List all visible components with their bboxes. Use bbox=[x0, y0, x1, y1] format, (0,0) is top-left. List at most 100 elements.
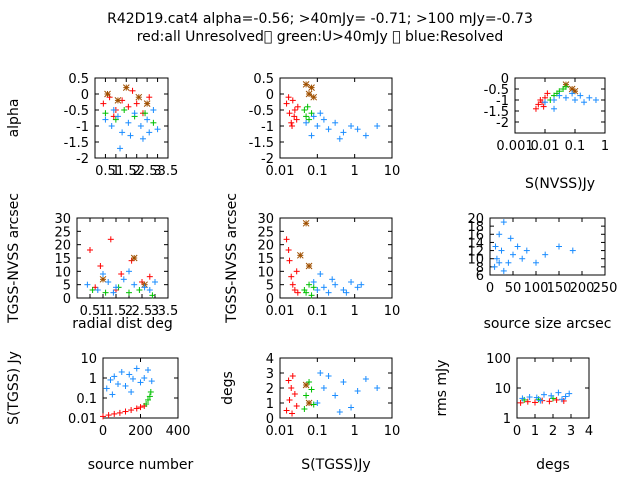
blue-point bbox=[555, 389, 562, 396]
y-axis-label: degs bbox=[220, 371, 236, 405]
blue-point bbox=[310, 279, 317, 285]
y-tick-label: -1 bbox=[496, 94, 509, 109]
green-point bbox=[145, 396, 151, 403]
red-point bbox=[532, 105, 539, 112]
blue-point bbox=[320, 385, 327, 391]
red-point bbox=[288, 273, 295, 280]
green-point bbox=[303, 113, 310, 120]
x-tick-label: 2.5 bbox=[132, 304, 153, 319]
red-point bbox=[92, 284, 99, 291]
y-tick-label: -1 bbox=[76, 120, 89, 135]
blue-point bbox=[110, 289, 117, 296]
blue-point bbox=[332, 281, 339, 288]
x-tick-label: 3.5 bbox=[158, 304, 179, 319]
figure-title-line2: red:all Unresolved  green:U>40mJy   blue… bbox=[137, 29, 504, 45]
x-tick-label: 10 bbox=[384, 164, 401, 179]
y-tick-label: 20 bbox=[54, 239, 71, 254]
y-tick-label: 25 bbox=[257, 225, 274, 240]
red-point bbox=[289, 123, 296, 129]
red-point bbox=[291, 391, 298, 397]
blue-point bbox=[84, 281, 91, 288]
x-tick-label: 150 bbox=[547, 281, 572, 296]
blue-point bbox=[118, 368, 125, 375]
y-axis-label: TGSS-NVSS arcsec bbox=[6, 193, 22, 324]
y-axis-label: TGSS-NVSS arcsec bbox=[224, 193, 240, 324]
blue-point bbox=[332, 119, 339, 126]
green-point bbox=[142, 110, 149, 117]
y-tick-label: 0 bbox=[266, 412, 274, 427]
red-point bbox=[118, 271, 125, 277]
x-tick-label: 250 bbox=[593, 281, 618, 296]
blue-point bbox=[374, 123, 381, 129]
olive-point bbox=[130, 254, 138, 262]
blue-point bbox=[592, 97, 599, 103]
y-tick-label: 3 bbox=[266, 367, 274, 382]
blue-point bbox=[317, 271, 324, 277]
x-tick-label: 2 bbox=[549, 424, 557, 439]
red-point bbox=[553, 396, 560, 403]
y-tick-label: 0 bbox=[81, 88, 89, 103]
red-point bbox=[97, 263, 104, 269]
red-point bbox=[286, 110, 293, 117]
x-tick-label: 0.1 bbox=[307, 164, 328, 179]
x-axis-label: degs bbox=[536, 457, 570, 473]
x-tick-label: 0.01 bbox=[266, 424, 295, 439]
olive-point bbox=[308, 84, 315, 91]
y-tick-label: -2 bbox=[261, 152, 274, 167]
y-tick-label: 20 bbox=[467, 212, 484, 227]
green-point bbox=[102, 289, 109, 296]
y-tick-label: 0.5 bbox=[253, 72, 274, 87]
blue-point bbox=[154, 126, 161, 133]
blue-point bbox=[562, 94, 569, 101]
x-tick-label: 0.1 bbox=[565, 139, 586, 154]
blue-point bbox=[559, 396, 565, 403]
blue-point bbox=[340, 379, 347, 385]
green-point bbox=[301, 107, 308, 113]
green-point bbox=[149, 292, 156, 299]
blue-point bbox=[94, 287, 101, 293]
red-point bbox=[133, 100, 140, 107]
green-point bbox=[303, 289, 310, 296]
blue-point bbox=[569, 247, 576, 254]
y-tick-label: 14 bbox=[467, 236, 484, 251]
blue-point bbox=[122, 382, 129, 389]
blue-point bbox=[125, 119, 132, 126]
red-point bbox=[294, 103, 301, 110]
blue-point bbox=[510, 251, 516, 258]
red-point bbox=[129, 87, 136, 94]
figure-title-line1: R42D19.cat4 alpha=-0.56; >40mJy= -0.71; … bbox=[107, 11, 533, 27]
blue-point bbox=[113, 284, 119, 291]
green-point bbox=[306, 281, 313, 288]
plot-frame bbox=[94, 77, 169, 159]
x-tick-label: 400 bbox=[166, 424, 191, 439]
red-point bbox=[532, 399, 538, 406]
red-point bbox=[517, 399, 524, 406]
blue-point bbox=[310, 113, 317, 120]
blue-point bbox=[128, 388, 135, 395]
blue-point bbox=[551, 105, 558, 112]
blue-point bbox=[556, 243, 562, 250]
y-tick-label: 10 bbox=[467, 253, 484, 268]
blue-point bbox=[126, 371, 133, 378]
red-point bbox=[288, 385, 295, 391]
red-point bbox=[289, 410, 296, 417]
red-point bbox=[540, 103, 547, 110]
y-axis-label: rms mJy bbox=[434, 360, 450, 417]
x-tick-label: 0.1 bbox=[307, 304, 328, 319]
x-tick-label: 1 bbox=[351, 164, 359, 179]
y-tick-label: 0 bbox=[266, 292, 274, 307]
red-point bbox=[128, 407, 135, 414]
red-point bbox=[283, 407, 290, 414]
green-point bbox=[150, 119, 157, 126]
blue-point bbox=[308, 132, 315, 139]
red-point bbox=[106, 94, 113, 101]
blue-point bbox=[332, 392, 339, 399]
blue-point bbox=[317, 110, 324, 117]
green-point bbox=[306, 116, 313, 123]
blue-point bbox=[131, 110, 138, 117]
x-tick-label: 3 bbox=[151, 304, 159, 319]
x-tick-label: 0.01 bbox=[531, 139, 560, 154]
